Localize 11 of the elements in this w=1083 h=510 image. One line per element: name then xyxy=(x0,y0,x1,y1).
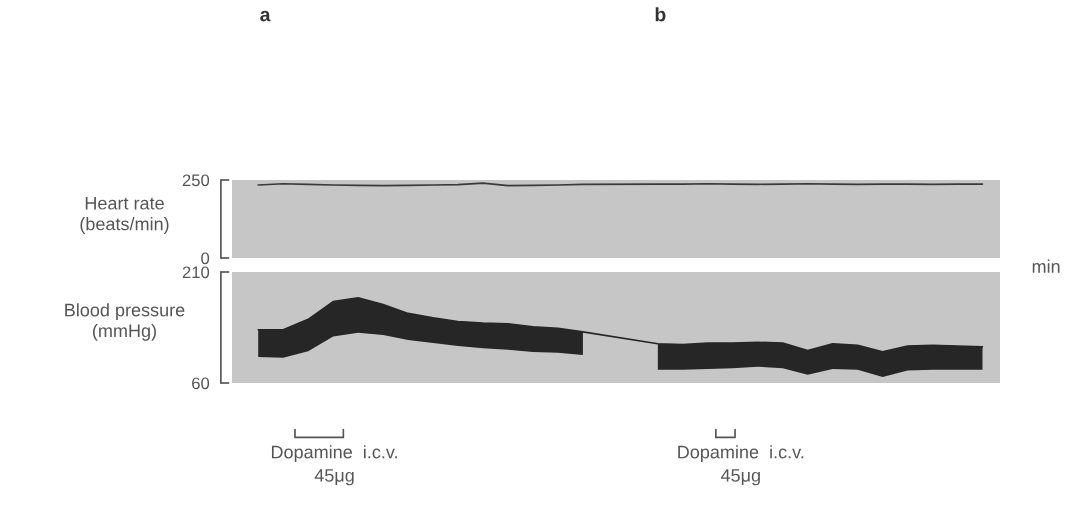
y-axis-title: Heart rate (beats/min) xyxy=(80,196,169,234)
text: b xyxy=(655,7,666,22)
text: Dopamine i.c.v. 45μg xyxy=(678,445,804,486)
y-tick-label: 250 xyxy=(182,174,210,187)
y-axis-title: Blood pressure (mmHg) xyxy=(65,303,185,341)
y-tick-label: 210 xyxy=(182,266,210,279)
y-tick-label: 60 xyxy=(192,377,210,390)
y-tick-label: 0 xyxy=(201,252,210,265)
text: Dopamine i.c.v. 45μg xyxy=(271,445,397,486)
text: a xyxy=(260,10,271,22)
text: min xyxy=(1032,259,1060,273)
